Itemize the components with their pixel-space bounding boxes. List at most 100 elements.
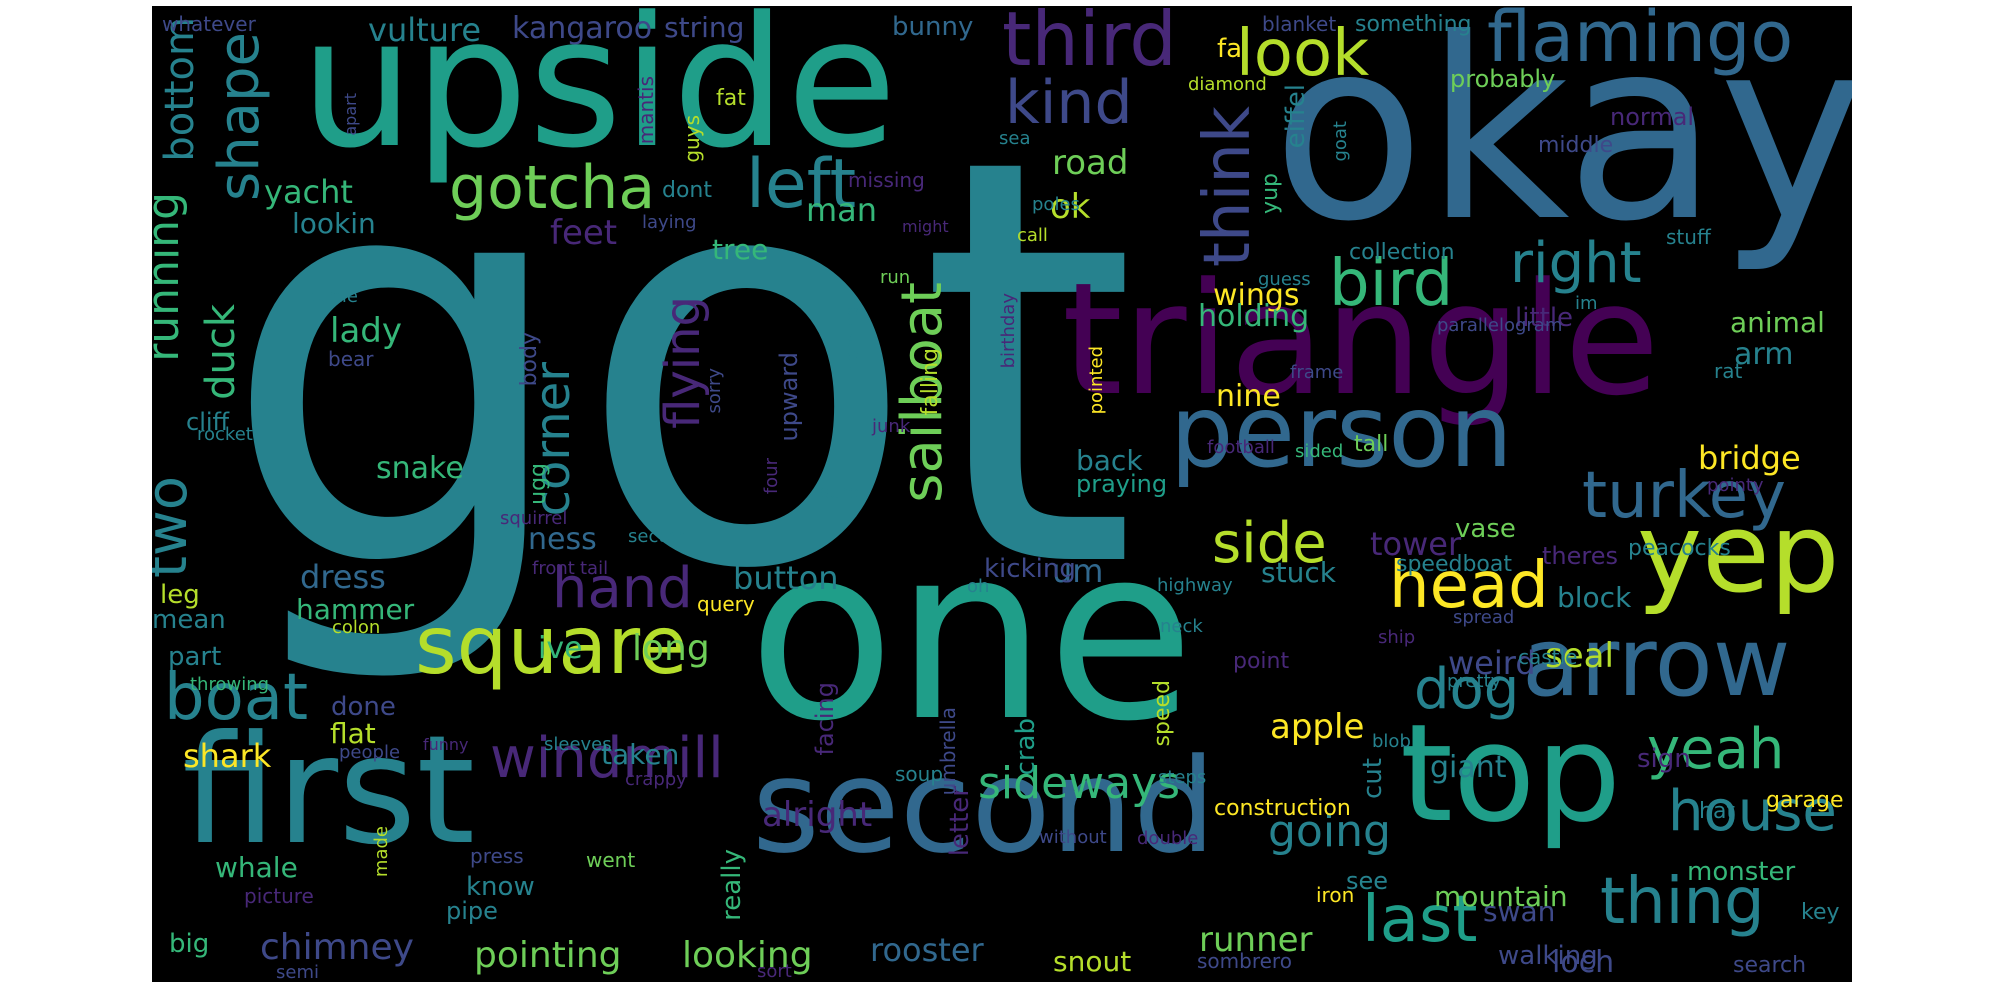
word-arm: arm (1734, 337, 1794, 372)
word-dress: dress (300, 558, 386, 596)
word-loch: loch (1552, 945, 1615, 980)
word-windmill: windmill (490, 726, 724, 791)
word-letter: letter (945, 786, 975, 857)
word-stuck: stuck (1261, 556, 1336, 589)
word-birthday: birthday (998, 293, 1019, 369)
word-flat: flat (330, 717, 376, 750)
word-turkey: turkey (1582, 459, 1786, 533)
word-part: part (168, 642, 222, 672)
word-hat: hat (1699, 799, 1736, 824)
word-yup: yup (1258, 173, 1283, 214)
word-sided: sided (1295, 441, 1344, 462)
word-sign: sign (1637, 744, 1691, 774)
word-fa: fa (1217, 34, 1243, 64)
word-double: double (1137, 828, 1199, 849)
word-see: see (1346, 867, 1389, 895)
word-cloud-canvas: got okay one upside triangle first second top pe… (152, 6, 1852, 982)
word-bear: bear (328, 347, 374, 371)
word-nine: nine (1216, 379, 1281, 414)
word-steps: steps (1158, 767, 1207, 788)
word-picture: picture (244, 884, 314, 908)
word-peacocks: peacocks (1628, 536, 1731, 561)
word-tail: tail (580, 558, 609, 579)
word-long: long (632, 628, 710, 669)
word-back: back (1076, 444, 1143, 477)
word-might: might (902, 217, 949, 236)
word-bridge: bridge (1698, 439, 1801, 477)
word-something: something (1355, 12, 1472, 37)
word-parallelogram: parallelogram (1437, 315, 1563, 336)
word-ship: ship (1378, 627, 1416, 648)
word-upward: upward (775, 352, 803, 442)
word-spread: spread (1453, 607, 1515, 628)
word-falling: falling (918, 348, 943, 416)
word-lookin: lookin (292, 207, 376, 240)
word-four: four (761, 458, 782, 495)
word-point: point (1233, 649, 1290, 674)
word-last: last (1362, 883, 1478, 957)
word-bottom: bottom (157, 17, 203, 162)
word-dont: dont (662, 178, 712, 203)
word-upside: upside (300, 6, 898, 188)
word-little: little (1515, 303, 1574, 333)
word-middle: middle (1538, 133, 1614, 158)
word-person: person (1170, 373, 1513, 490)
word-mantis: mantis (634, 76, 658, 145)
word-funny: funny (423, 735, 469, 754)
word-right: right (1510, 231, 1642, 296)
word-fat: fat (716, 86, 746, 111)
word-blob: blob (1372, 731, 1411, 752)
word-seal: seal (1545, 636, 1614, 676)
word-eiffel: eiffel (1281, 84, 1311, 149)
word-got: got (220, 40, 1138, 692)
word-top: top (1400, 695, 1622, 852)
word-tower: tower (1370, 525, 1462, 563)
word-running: running (152, 192, 189, 362)
word-highway: highway (1157, 575, 1233, 596)
word-animal: animal (1730, 306, 1825, 339)
word-duck: duck (198, 304, 244, 400)
word-junk: junk (872, 416, 911, 437)
word-bunny: bunny (892, 12, 974, 42)
word-guess: guess (1258, 269, 1311, 290)
word-sleeves: sleeves (544, 734, 612, 755)
word-call: call (1017, 225, 1048, 246)
word-search: search (1733, 953, 1807, 978)
word-alright: alright (762, 795, 873, 835)
word-looking: looking (682, 935, 813, 976)
word-laying: laying (642, 212, 697, 233)
word-shape: shape (207, 32, 272, 201)
word-dog: dog (1414, 657, 1520, 722)
word-flying: flying (655, 296, 711, 429)
word-kicking: kicking (984, 554, 1076, 584)
word-taken: taken (601, 738, 680, 771)
word-made: made (371, 826, 392, 878)
word-lady: lady (330, 311, 402, 351)
word-triangle: triangle (1062, 249, 1660, 430)
word-okay: okay (1272, 6, 1852, 276)
word-yeah: yeah (1647, 717, 1785, 782)
word-coming: coming (842, 305, 863, 372)
word-press: press (470, 844, 524, 868)
word-semi: semi (276, 962, 319, 982)
word-flamingo: flamingo (1487, 6, 1794, 78)
word-done: done (331, 692, 396, 722)
word-sea: sea (999, 128, 1031, 149)
word-sort: sort (757, 961, 792, 982)
word-ok: ok (1050, 187, 1091, 227)
word-leg: leg (160, 580, 200, 610)
word-man: man (806, 191, 878, 229)
word-collection: collection (1349, 240, 1455, 265)
word-ness: ness (528, 522, 597, 557)
word-sector: sector (628, 526, 684, 547)
word-garage: garage (1766, 788, 1844, 813)
word-sideways: sideways (978, 758, 1181, 809)
word-cut: cut (1358, 758, 1388, 799)
word-vulture: vulture (368, 11, 482, 49)
word-one: one (748, 494, 1195, 774)
word-query: query (697, 592, 755, 616)
word-road: road (1052, 143, 1129, 183)
word-hand: hand (552, 556, 693, 621)
word-whale: whale (215, 851, 298, 884)
word-going: going (1268, 806, 1391, 857)
